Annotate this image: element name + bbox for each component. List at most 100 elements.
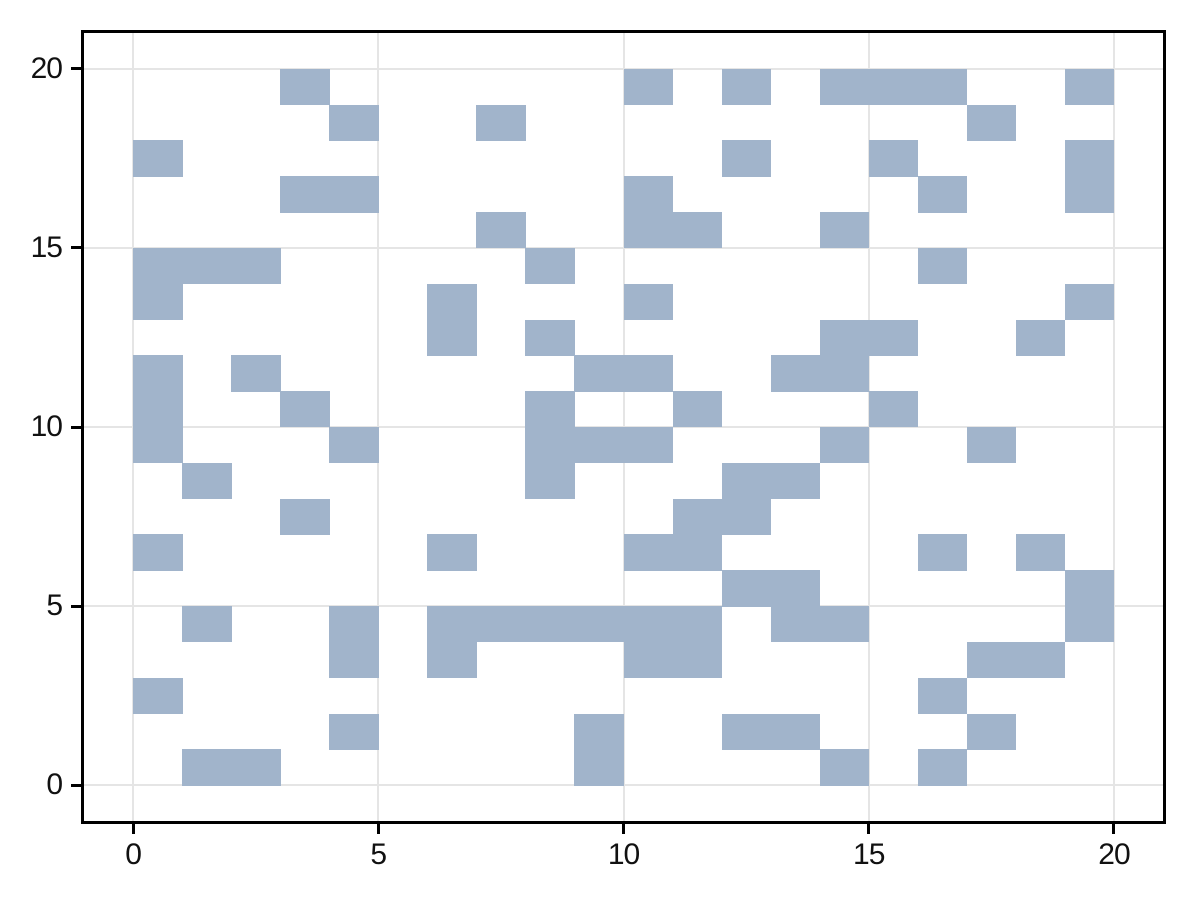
heatmap-cell (525, 319, 575, 356)
x-tick-label: 20 (1098, 838, 1130, 871)
y-tick-label: 20 (30, 51, 63, 85)
heatmap-cell (574, 355, 624, 392)
heatmap-cell (231, 247, 281, 285)
heatmap-cell (574, 427, 624, 464)
heatmap-cells (84, 33, 1163, 821)
y-axis: 0 5 10 15 20 (0, 33, 81, 821)
heatmap-cell (966, 427, 1017, 464)
heatmap-cell (819, 606, 870, 643)
heatmap-cell (133, 283, 183, 321)
y-tick-label: 10 (30, 410, 63, 443)
y-tick-label: 15 (30, 230, 63, 264)
heatmap-cell (917, 534, 968, 571)
heatmap-cell (623, 606, 674, 643)
x-tick (622, 824, 625, 834)
heatmap-cell (329, 713, 379, 750)
heatmap-cell (329, 641, 379, 679)
y-tick (71, 425, 81, 429)
heatmap-cell (672, 498, 723, 535)
heatmap-cell (623, 176, 674, 213)
heatmap-cell (1015, 319, 1066, 356)
heatmap-cell (770, 570, 821, 607)
heatmap-cell (133, 140, 183, 177)
heatmap-cell (1064, 140, 1115, 177)
heatmap-cell (623, 355, 674, 392)
heatmap-cell (280, 498, 330, 535)
heatmap-cell (476, 606, 526, 643)
x-tick (867, 824, 871, 834)
heatmap-cell (623, 212, 674, 249)
heatmap-cell (770, 713, 821, 750)
x-tick (131, 824, 135, 834)
heatmap-cell (966, 713, 1017, 750)
heatmap-cell (917, 749, 968, 786)
heatmap-cell (819, 749, 870, 786)
heatmap-cell (868, 68, 919, 106)
heatmap-cell (868, 319, 919, 356)
heatmap-cell (525, 427, 575, 464)
heatmap-cell (133, 355, 183, 392)
heatmap-cell (1064, 283, 1115, 321)
heatmap-cell (672, 641, 723, 679)
heatmap-cell (280, 68, 330, 106)
heatmap-cell (329, 104, 379, 141)
heatmap-cell (1015, 534, 1066, 571)
heatmap-cell (770, 355, 821, 392)
y-tick (71, 246, 81, 250)
heatmap-cell (819, 212, 870, 249)
x-tick (376, 824, 380, 834)
heatmap-cell (672, 606, 723, 643)
heatmap-cell (427, 534, 477, 571)
y-tick (71, 67, 81, 71)
plot-area (81, 30, 1166, 824)
heatmap-cell (917, 677, 968, 715)
x-tick-label: 0 (125, 838, 142, 871)
heatmap-cell (721, 140, 772, 177)
heatmap-cell (133, 391, 183, 428)
heatmap-cell (819, 427, 870, 464)
heatmap-cell (427, 606, 477, 643)
x-tick-label: 15 (853, 838, 885, 871)
heatmap-cell (476, 212, 526, 249)
heatmap-cell (280, 391, 330, 428)
x-tick-label: 5 (370, 838, 387, 871)
heatmap-cell (133, 427, 183, 464)
heatmap-cell (231, 749, 281, 786)
heatmap-cell (672, 391, 723, 428)
heatmap-cell (329, 606, 379, 643)
heatmap-cell (623, 68, 674, 106)
heatmap-cell (133, 677, 183, 715)
heatmap-cell (133, 534, 183, 571)
heatmap-cell (525, 247, 575, 285)
heatmap-cell (1064, 606, 1115, 643)
y-tick-label: 0 (46, 768, 63, 802)
heatmap-cell (525, 606, 575, 643)
heatmap-cell (770, 606, 821, 643)
heatmap-cell (1064, 570, 1115, 607)
heatmap-cell (525, 391, 575, 428)
heatmap-cell (476, 104, 526, 141)
heatmap-cell (329, 427, 379, 464)
heatmap-cell (133, 247, 183, 285)
heatmap-cell (819, 355, 870, 392)
heatmap-cell (182, 462, 232, 500)
heatmap-cell (182, 749, 232, 786)
heatmap-cell (966, 641, 1017, 679)
heatmap-cell (868, 391, 919, 428)
heatmap-cell (721, 68, 772, 106)
heatmap-cell (1015, 641, 1066, 679)
heatmap-cell (574, 713, 624, 750)
heatmap-cell (966, 104, 1017, 141)
heatmap-cell (672, 534, 723, 571)
heatmap-cell (721, 462, 772, 500)
heatmap-cell (917, 68, 968, 106)
heatmap-cell (182, 247, 232, 285)
heatmap-cell (1064, 68, 1115, 106)
heatmap-cell (721, 498, 772, 535)
heatmap-cell (623, 427, 674, 464)
heatmap-cell (819, 319, 870, 356)
heatmap-cell (574, 606, 624, 643)
heatmap-cell (623, 283, 674, 321)
heatmap-cell (917, 247, 968, 285)
